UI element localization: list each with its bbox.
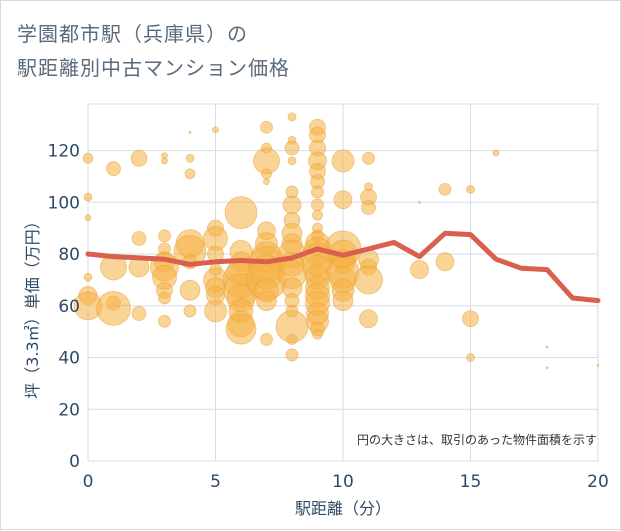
bubble-point [418,200,421,204]
bubble-point [179,279,201,301]
bubble-point [225,313,257,345]
chart-title: 学園都市駅（兵庫県）の 駅距離別中古マンション価格 [17,22,290,80]
bubble-point [261,168,272,180]
y-tick-label: 0 [69,452,80,472]
bubble-point [204,299,227,323]
bubble-point [100,253,127,281]
bubble-point [545,366,549,370]
y-tick-label: 80 [58,245,80,265]
y-tick-label: 60 [58,297,80,317]
axis-layer: 0 20 40 60 80 100 120 0 5 10 15 20 [48,142,609,492]
bubble-point [158,229,171,243]
bubble-point [410,260,429,279]
bubble-point [158,291,171,305]
x-tick-label: 20 [587,472,609,492]
bubble-size-note: 円の大きさは、取引のあった物件面積を示す [357,432,597,447]
bubble-point [359,309,378,329]
bubble-point [183,304,197,318]
bubble-point [466,184,475,194]
bubble-point [96,290,131,326]
bubble-point [311,185,324,199]
bubble-point [260,333,273,346]
bubble-point [362,151,375,165]
bubble-point [256,290,277,312]
bubble-point [83,192,93,202]
x-tick-label: 0 [83,472,94,492]
bubble-point [331,149,355,173]
bubble-point [438,182,452,196]
bubble-point [354,265,383,295]
bubble-point [260,120,273,134]
bubble-point [224,196,258,230]
bubble-point [286,334,298,345]
bubble-point [312,328,323,340]
bubble-point [287,112,297,122]
bubble-point [596,363,600,367]
y-tick-label: 100 [48,193,80,213]
x-tick-label: 10 [332,472,354,492]
bubble-point [131,306,147,321]
bubble-point [106,161,121,177]
bubble-point [188,131,192,134]
bubble-point [312,209,323,221]
bubble-layer [73,112,600,370]
bubble-point [83,272,93,282]
bubble-point [130,149,148,167]
bubble-point [492,149,500,157]
bubble-point [282,195,302,215]
bubble-point [284,140,300,156]
bubble-point [185,153,195,163]
x-tick-label: 5 [210,472,221,492]
average-price-line [85,230,601,304]
bubble-point [263,178,270,186]
bubble-point [462,310,479,328]
x-tick-label: 15 [460,472,482,492]
bubble-point [287,156,297,166]
bubble-point [84,214,92,222]
bubble-point [545,345,549,349]
bubble-point [466,353,475,362]
bubble-point [285,348,299,362]
bubble-point [82,152,94,164]
bubble-point [361,200,376,215]
y-axis-title: 坪（3.3㎡）単価（万円） [23,213,42,398]
bubble-point [158,314,171,328]
average-line-layer [85,230,601,304]
y-tick-label: 20 [58,400,80,420]
bubble-point [131,231,147,246]
bubble-point [333,190,353,210]
bubble-point [212,126,219,134]
y-tick-label: 120 [48,142,80,162]
y-tick-label: 40 [58,349,80,369]
bubble-point [435,252,455,272]
bubble-point [311,198,324,212]
bubble-point [161,157,168,165]
bubble-point [332,290,354,312]
x-axis-title: 駅距離（分） [295,499,391,518]
bubble-point [184,168,196,180]
